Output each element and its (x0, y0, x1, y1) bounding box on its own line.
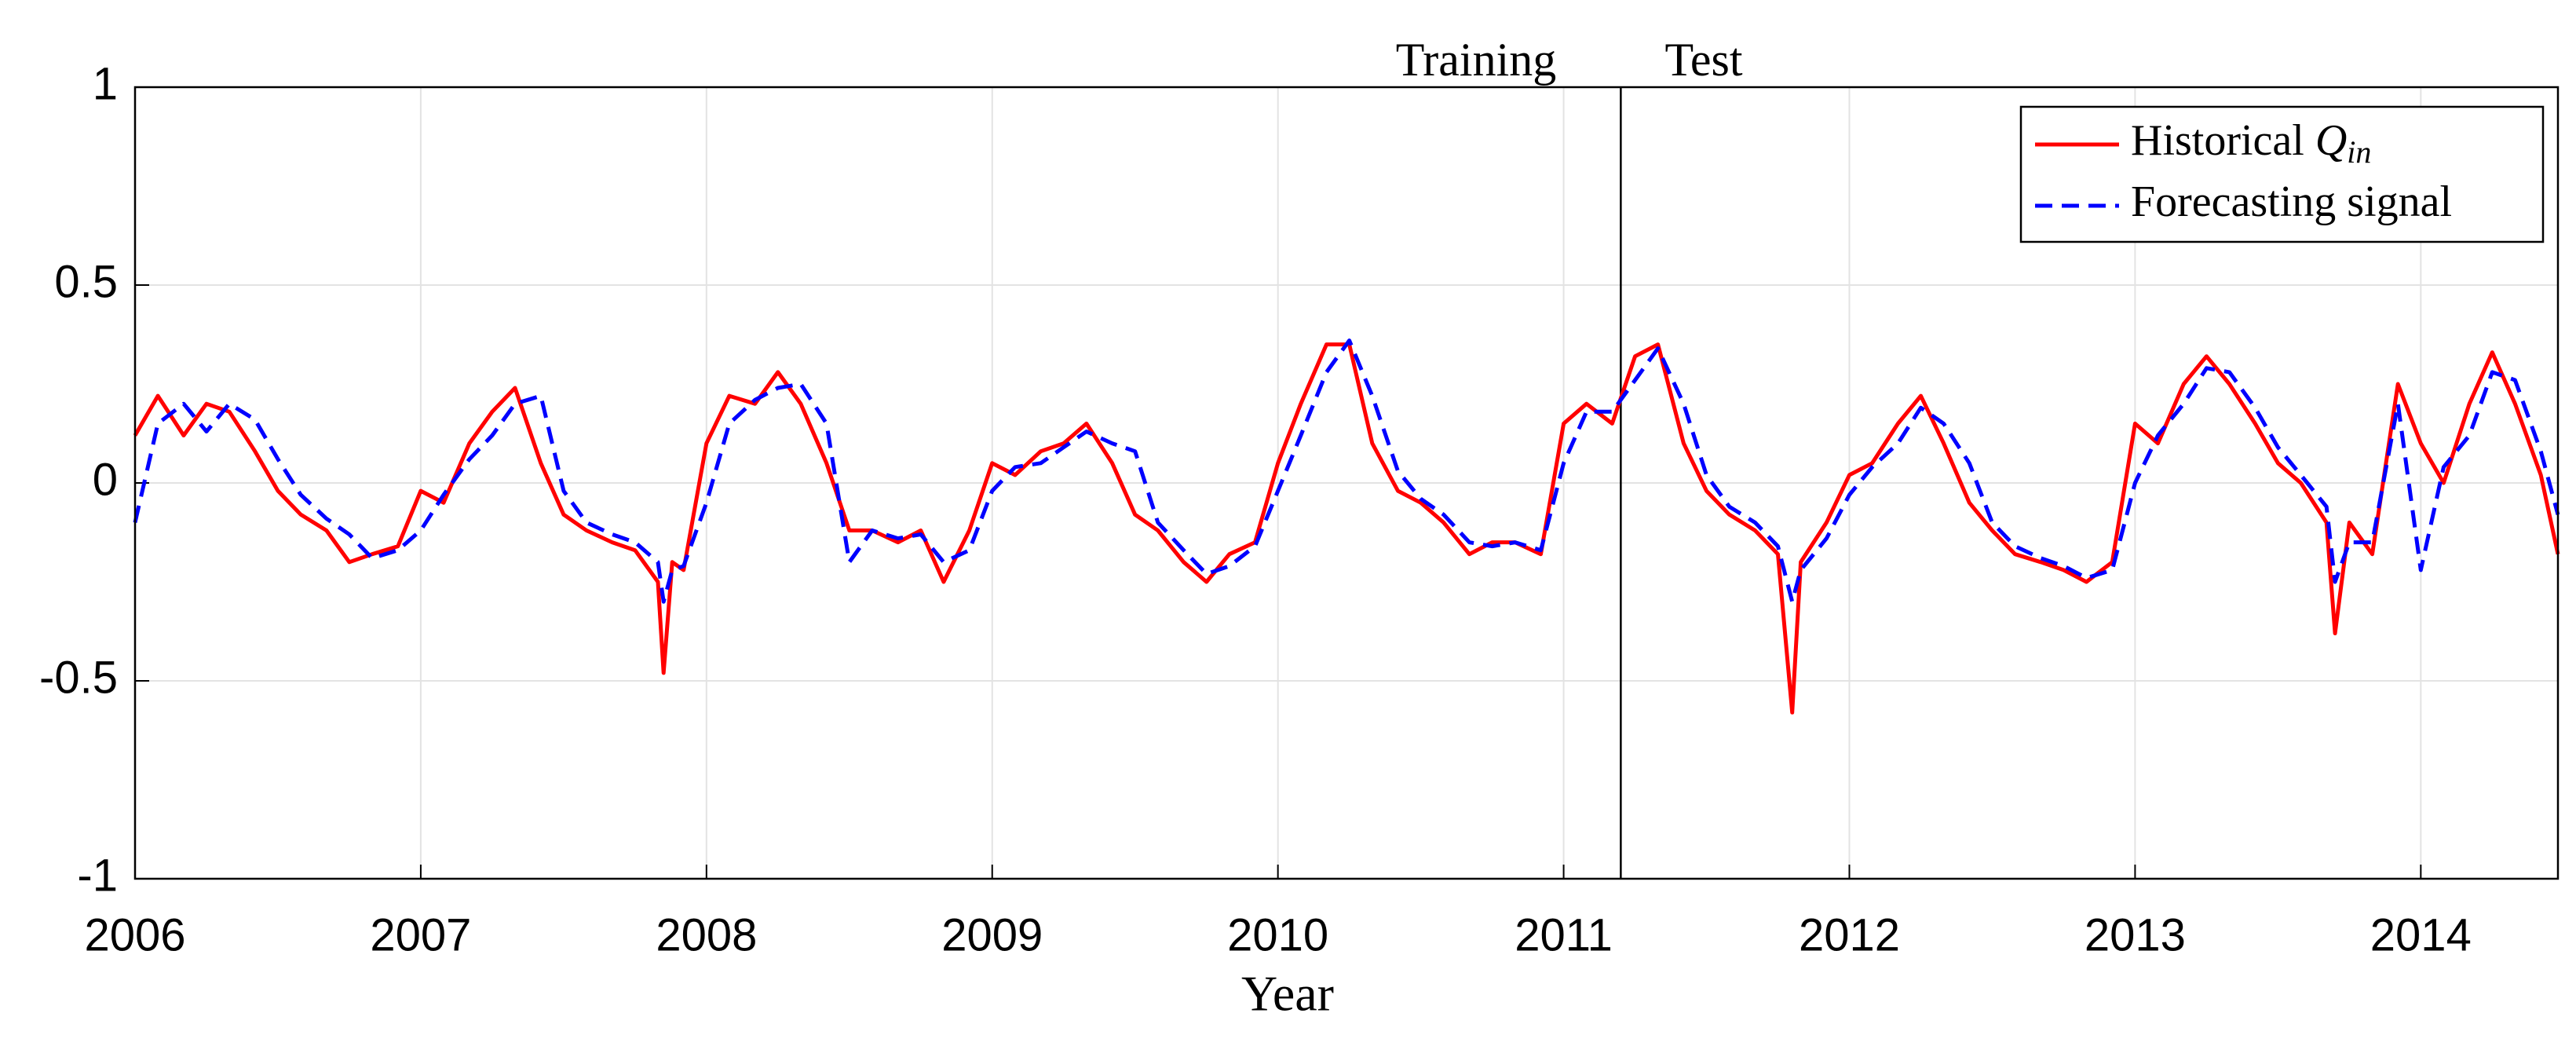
x-tick-label: 2014 (2370, 909, 2472, 960)
x-tick-label: 2011 (1515, 909, 1613, 960)
legend: Historical Qin Forecasting signal (2019, 105, 2545, 243)
x-tick-label: 2010 (1227, 909, 1328, 960)
legend-box (2019, 105, 2545, 243)
y-tick-label: 0.5 (54, 256, 118, 307)
y-tick-label: -0.5 (39, 652, 118, 703)
y-tick-label: 0 (93, 454, 118, 505)
x-tick-label: 2007 (370, 909, 471, 960)
y-tick-label: -1 (77, 850, 118, 901)
x-tick-label: 2008 (656, 909, 757, 960)
plot-frame (133, 86, 2560, 880)
annotation: Test (1664, 34, 1742, 86)
annotation: Training (1396, 34, 1557, 86)
x-tick-label: 2012 (1799, 909, 1900, 960)
legend-label: Forecasting signal (2131, 177, 2452, 226)
series-line (133, 338, 2560, 604)
x-tick-label: 2009 (941, 909, 1043, 960)
x-tick-label: 2013 (2085, 909, 2186, 960)
y-tick-label: 1 (93, 58, 118, 109)
x-tick-label: 2006 (84, 909, 185, 960)
x-axis-label: Year (1241, 966, 1334, 1022)
legend-label: Historical Qin (2131, 116, 2371, 170)
